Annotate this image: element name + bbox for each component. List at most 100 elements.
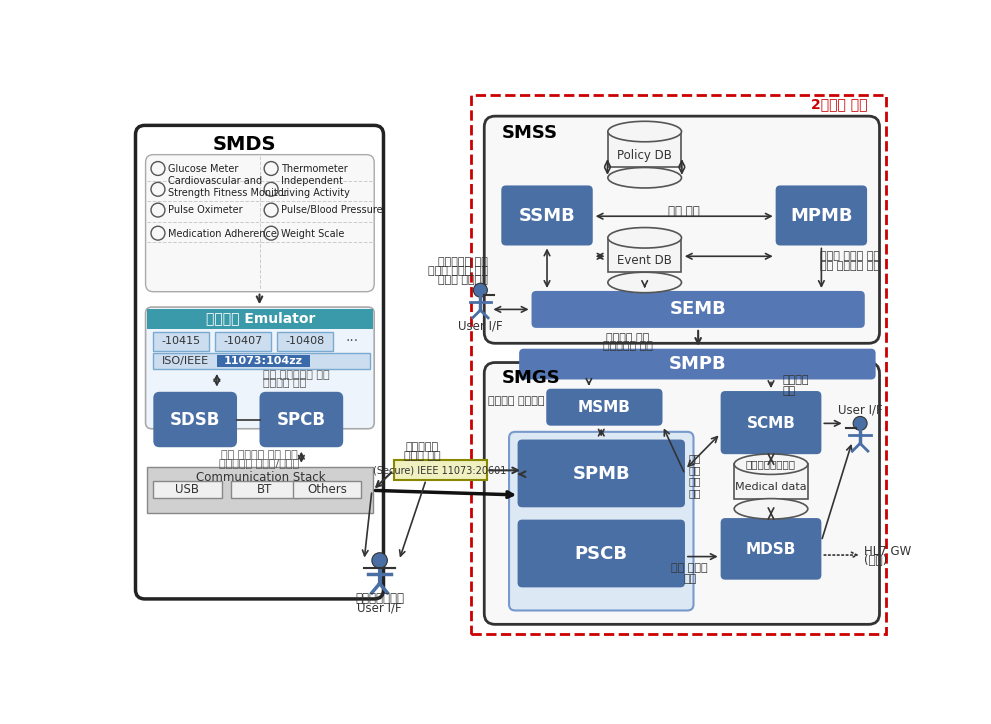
Text: Pulse/Blood Pressure: Pulse/Blood Pressure xyxy=(281,205,383,215)
Circle shape xyxy=(474,283,488,297)
Text: Communication Stack: Communication Stack xyxy=(195,471,325,484)
FancyBboxPatch shape xyxy=(485,116,879,343)
Bar xyxy=(154,332,209,351)
Text: Cardiovascular and
Strength Fitness Monitor: Cardiovascular and Strength Fitness Moni… xyxy=(168,176,287,198)
Text: 의료기기 Emulator: 의료기기 Emulator xyxy=(205,311,315,326)
Text: 메시지 전달요청: 메시지 전달요청 xyxy=(438,275,489,285)
Bar xyxy=(217,355,310,367)
Ellipse shape xyxy=(607,272,682,292)
Ellipse shape xyxy=(734,454,808,474)
FancyBboxPatch shape xyxy=(546,389,663,426)
Text: 프로토콜검증용: 프로토콜검증용 xyxy=(355,592,404,605)
Text: 의료 데이터
수집: 의료 데이터 수집 xyxy=(671,563,708,584)
Text: User I/F: User I/F xyxy=(358,602,402,615)
Text: 의료데이터 기밀화/무결화: 의료데이터 기밀화/무결화 xyxy=(219,458,299,468)
Text: ···: ··· xyxy=(346,334,359,348)
FancyBboxPatch shape xyxy=(509,432,694,610)
Text: Medical data: Medical data xyxy=(735,482,807,492)
Text: User I/F: User I/F xyxy=(458,319,502,332)
Bar xyxy=(607,132,682,167)
Text: SDSB: SDSB xyxy=(170,411,220,429)
Bar xyxy=(607,237,682,272)
Text: -10407: -10407 xyxy=(224,336,263,346)
Text: Others: Others xyxy=(307,483,347,496)
Text: MSMB: MSMB xyxy=(578,400,631,415)
Text: Glucose Meter: Glucose Meter xyxy=(168,164,239,174)
FancyBboxPatch shape xyxy=(720,518,822,580)
Text: SPCB: SPCB xyxy=(276,411,326,429)
Text: HL7 GW: HL7 GW xyxy=(864,544,912,557)
Text: Medication Adherence: Medication Adherence xyxy=(168,229,276,239)
Text: SPMB: SPMB xyxy=(573,466,630,483)
Ellipse shape xyxy=(607,122,682,142)
Bar xyxy=(147,308,373,329)
Text: SMGS: SMGS xyxy=(502,369,561,387)
Text: PSCB: PSCB xyxy=(575,545,627,563)
Text: ISO/IEEE: ISO/IEEE xyxy=(162,356,209,366)
Bar xyxy=(154,481,222,498)
FancyBboxPatch shape xyxy=(517,520,685,587)
Text: 의료데이터: 의료데이터 xyxy=(405,442,439,452)
FancyBboxPatch shape xyxy=(776,185,867,245)
FancyBboxPatch shape xyxy=(154,392,237,447)
Bar xyxy=(734,464,808,499)
Text: 환경설정 변경: 환경설정 변경 xyxy=(264,379,306,388)
Text: -10415: -10415 xyxy=(162,336,201,346)
Text: Event DB: Event DB xyxy=(617,254,672,267)
Text: 관리자 명령어 전달: 관리자 명령어 전달 xyxy=(820,251,879,261)
Text: 의료디바이스관리: 의료디바이스관리 xyxy=(746,459,796,469)
Text: Weight Scale: Weight Scale xyxy=(281,229,345,239)
Text: (향후): (향후) xyxy=(864,554,887,567)
Text: Thermometer: Thermometer xyxy=(281,164,348,174)
Text: 보안이벤트 전달: 보안이벤트 전달 xyxy=(438,257,489,266)
Text: SMPB: SMPB xyxy=(669,355,726,373)
FancyBboxPatch shape xyxy=(501,185,593,245)
Text: Policy DB: Policy DB xyxy=(617,149,672,162)
Text: USB: USB xyxy=(175,483,199,496)
Text: Independent
Living Activity: Independent Living Activity xyxy=(281,176,350,198)
Circle shape xyxy=(372,552,387,568)
Text: -10408: -10408 xyxy=(285,336,325,346)
FancyBboxPatch shape xyxy=(485,363,879,624)
FancyBboxPatch shape xyxy=(531,291,865,328)
Text: Pulse Oximeter: Pulse Oximeter xyxy=(168,205,243,215)
FancyBboxPatch shape xyxy=(136,125,384,599)
Text: 보안정책
적용: 보안정책 적용 xyxy=(783,375,809,397)
Text: MPMB: MPMB xyxy=(790,207,852,225)
Bar xyxy=(154,353,371,369)
Bar xyxy=(393,460,487,479)
FancyBboxPatch shape xyxy=(517,439,685,508)
Bar xyxy=(147,467,373,513)
FancyBboxPatch shape xyxy=(519,349,876,379)
FancyBboxPatch shape xyxy=(720,391,822,454)
Text: 보안이벤트 전달: 보안이벤트 전달 xyxy=(603,342,652,351)
FancyBboxPatch shape xyxy=(260,392,343,447)
Text: 정책 조회: 정책 조회 xyxy=(668,205,700,218)
Ellipse shape xyxy=(607,227,682,248)
Bar xyxy=(277,332,333,351)
Text: BT: BT xyxy=(258,483,273,496)
Text: SSMB: SSMB xyxy=(518,207,576,225)
Ellipse shape xyxy=(734,499,808,519)
Text: 측정 의료데이터 전달: 측정 의료데이터 전달 xyxy=(264,370,330,380)
Circle shape xyxy=(853,416,867,430)
FancyBboxPatch shape xyxy=(146,307,375,429)
Bar xyxy=(292,481,361,498)
Text: 관리자 명령어 전달: 관리자 명령어 전달 xyxy=(428,266,489,276)
Bar xyxy=(215,332,272,351)
Text: 2차년도 수행: 2차년도 수행 xyxy=(812,97,868,111)
Text: SMDS: SMDS xyxy=(212,135,275,154)
Text: SMSS: SMSS xyxy=(502,124,558,142)
Text: SCMB: SCMB xyxy=(746,416,796,431)
Text: 보안상태 정보전달: 보안상태 정보전달 xyxy=(489,396,545,406)
Text: 정책 업데이트 요청: 정책 업데이트 요청 xyxy=(820,261,879,271)
Text: 11073:104zz: 11073:104zz xyxy=(224,356,303,366)
FancyBboxPatch shape xyxy=(146,155,375,292)
Bar xyxy=(231,481,299,498)
Text: 안전한 전송: 안전한 전송 xyxy=(404,451,441,460)
Bar xyxy=(471,95,886,634)
Text: User I/F: User I/F xyxy=(837,404,882,417)
Ellipse shape xyxy=(607,167,682,188)
Text: 보안정책 전달: 보안정책 전달 xyxy=(606,333,649,343)
Text: (Secure) IEEE 11073:20601: (Secure) IEEE 11073:20601 xyxy=(374,466,506,476)
